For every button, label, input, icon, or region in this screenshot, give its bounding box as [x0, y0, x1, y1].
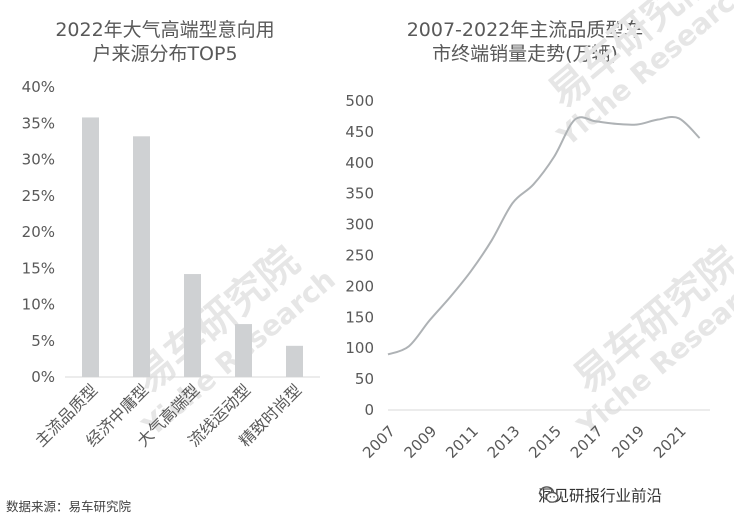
- bar-y-tick-label: 20%: [22, 223, 55, 241]
- line-x-tick-label: 2009: [401, 422, 441, 462]
- line-chart-title-line-2: 市终端销量走势(万辆): [432, 43, 618, 65]
- line-x-tick-label: 2013: [484, 422, 524, 462]
- bar-y-tick-label: 10%: [22, 296, 55, 314]
- brand-label: 洞见研报行业前沿: [538, 487, 663, 505]
- bar-y-tick-label: 15%: [22, 259, 55, 277]
- line-x-tick-label: 2019: [608, 422, 648, 462]
- bar-y-tick-label: 30%: [22, 151, 55, 169]
- bar-chart-title-line-2: 户来源分布TOP5: [92, 43, 238, 65]
- line-x-tick-label: 2007: [359, 422, 399, 462]
- line-y-tick-label: 50: [355, 370, 374, 388]
- line-chart-title-line-1: 2007-2022年主流品质型车: [406, 19, 644, 41]
- line-y-tick-label: 200: [345, 277, 374, 295]
- wechat-icon: [539, 486, 559, 503]
- line-x-tick-label: 2015: [525, 422, 565, 462]
- line-y-tick-label: 250: [345, 247, 374, 265]
- bar-mark: [184, 274, 201, 377]
- bar-mark: [235, 324, 252, 377]
- bar-chart-title-line-1: 2022年大气高端型意向用: [55, 19, 275, 41]
- sales-line-series: [387, 116, 701, 356]
- line-y-tick-label: 300: [345, 216, 374, 234]
- bar-mark: [133, 136, 150, 377]
- brand-badge: 洞见研报行业前沿: [538, 484, 662, 506]
- line-y-tick-label: 450: [345, 123, 374, 141]
- line-y-tick-label: 0: [364, 401, 374, 419]
- bar-y-tick-label: 40%: [22, 78, 55, 96]
- line-y-tick-label: 100: [345, 339, 374, 357]
- line-x-tick-label: 2021: [650, 422, 690, 462]
- bar-mark: [286, 345, 303, 377]
- line-y-tick-label: 350: [345, 185, 374, 203]
- bar-y-tick-label: 35%: [22, 114, 55, 132]
- line-x-tick-label: 2011: [442, 422, 482, 462]
- line-y-tick-label: 150: [345, 308, 374, 326]
- bar-y-tick-label: 5%: [31, 332, 55, 350]
- line-y-tick-label: 400: [345, 154, 374, 172]
- bar-chart-title: 2022年大气高端型意向用 户来源分布TOP5: [20, 18, 310, 66]
- bar-mark: [82, 117, 99, 377]
- bar-y-tick-label: 0%: [31, 368, 55, 386]
- line-y-tick-label: 500: [345, 92, 374, 110]
- bar-y-tick-label: 25%: [22, 187, 55, 205]
- source-note: 数据来源：易车研究院: [6, 499, 132, 514]
- line-chart-title: 2007-2022年主流品质型车 市终端销量走势(万辆): [360, 18, 690, 66]
